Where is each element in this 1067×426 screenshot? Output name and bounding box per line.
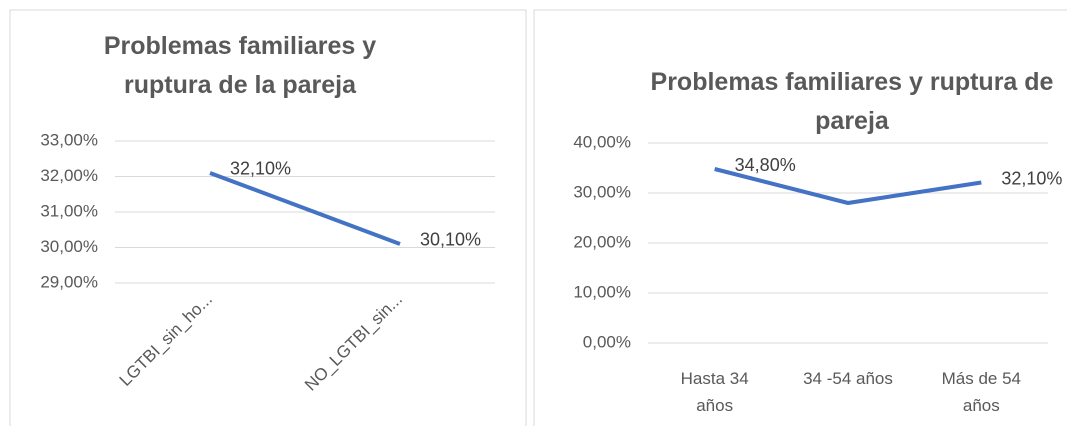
y-tick-label: 33,00%: [40, 130, 98, 149]
chart-title: Problemas familiares y ruptura de pareja: [651, 68, 1054, 135]
y-tick-label: 29,00%: [40, 272, 98, 291]
chart-title: Problemas familiares y ruptura de la pare…: [104, 32, 376, 99]
x-tick-label: NO_LGTBI_sin...: [301, 290, 406, 395]
y-tick-label: 10,00%: [573, 282, 631, 301]
data-label: 34,80%: [735, 155, 796, 175]
x-tick-label: 34 -54 años: [803, 369, 893, 388]
y-tick-label: 40,00%: [573, 132, 631, 151]
data-label: 32,10%: [1001, 168, 1062, 188]
y-tick-label: 30,00%: [40, 237, 98, 256]
data-label: 30,10%: [420, 230, 481, 250]
x-tick-label: Más de 54 años: [942, 369, 1021, 415]
panel-frame: [533, 9, 1067, 426]
y-tick-label: 32,00%: [40, 166, 98, 185]
series-line: [714, 167, 982, 205]
y-tick-label: 20,00%: [573, 232, 631, 251]
y-tick-label: 0,00%: [583, 332, 631, 351]
series-line: [209, 171, 401, 246]
y-tick-label: 30,00%: [573, 182, 631, 201]
data-label: 32,10%: [230, 159, 291, 179]
panel-frame: [9, 9, 527, 426]
x-tick-label: LGTBI_sin_ho...: [116, 290, 216, 390]
x-tick-label: Hasta 34 años: [681, 369, 749, 415]
y-tick-label: 31,00%: [40, 201, 98, 220]
